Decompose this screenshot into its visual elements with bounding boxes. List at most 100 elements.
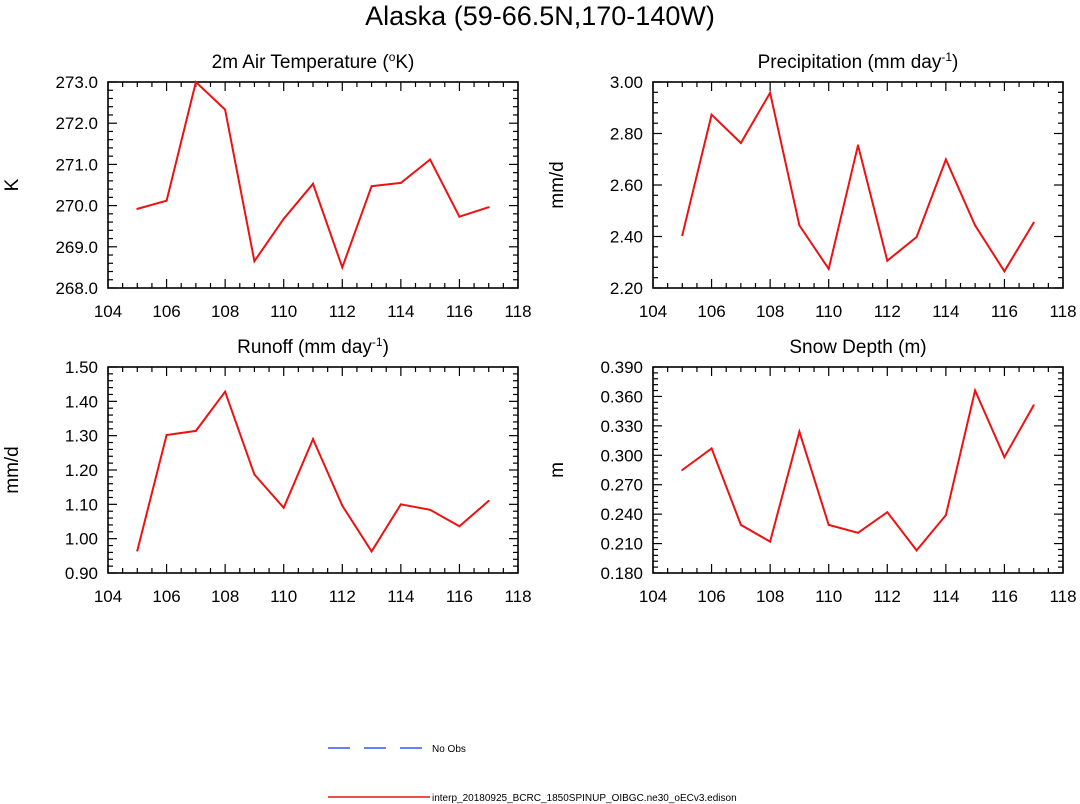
- data-point: [1032, 221, 1035, 224]
- chart-panel-4: Snow Depth (m) m 104 106 108 110 112 114 116 118 0…: [547, 337, 1077, 606]
- data-point: [944, 158, 947, 161]
- panel-title: Runoff (mm day-1): [237, 335, 389, 358]
- panel-title: Snow Depth (m): [789, 337, 926, 358]
- data-point: [341, 504, 344, 507]
- x-tick-label: 108: [756, 302, 784, 321]
- data-point: [165, 433, 168, 436]
- y-axis-label: m: [547, 462, 568, 478]
- y-axis-label: mm/d: [2, 446, 23, 494]
- data-point: [798, 224, 801, 227]
- x-tick-label: 106: [152, 302, 180, 321]
- panel-title-end: K): [395, 52, 414, 73]
- plot-frame: [107, 366, 519, 574]
- data-point: [769, 91, 772, 94]
- legend-label-2: interp_20180925_BCRC_1850SPINUP_OIBGC.ne…: [432, 793, 737, 804]
- panel-title-superscript: -1: [372, 335, 383, 349]
- data-point: [312, 438, 314, 441]
- data-point: [1003, 456, 1006, 459]
- series-line: [681, 90, 1035, 274]
- data-point: [487, 499, 490, 502]
- x-tick-label: 108: [756, 587, 784, 606]
- x-tick-label: 118: [1049, 587, 1076, 606]
- data-point: [253, 260, 256, 263]
- y-tick-label: 1.00: [65, 530, 98, 549]
- data-point: [739, 142, 742, 145]
- data-point: [224, 390, 227, 393]
- data-point: [165, 199, 168, 202]
- data-point: [974, 389, 977, 392]
- y-tick-label: 3.00: [610, 73, 643, 92]
- y-tick-label: 0.240: [600, 505, 643, 524]
- data-point: [282, 506, 285, 509]
- data-point: [710, 447, 713, 450]
- plot-frame: [652, 81, 1064, 289]
- plot-frame: [652, 366, 1064, 574]
- data-point: [857, 144, 859, 147]
- chart-panel-1: 2m Air Temperature (oK) K 104 106 108 110 112 1…: [2, 50, 532, 321]
- y-tick-label: 2.20: [610, 279, 643, 298]
- y-tick-label: 270.0: [55, 197, 98, 216]
- y-tick-label: 1.30: [65, 427, 98, 446]
- data-point: [886, 259, 889, 262]
- x-tick-label: 106: [697, 302, 725, 321]
- chart-panel-2: Precipitation (mm day-1) mm/d 104 106 108 110…: [547, 50, 1077, 321]
- data-point: [429, 158, 432, 161]
- series-line: [137, 80, 490, 271]
- data-point: [136, 549, 139, 552]
- x-tick-label: 116: [991, 587, 1018, 606]
- data-point: [399, 181, 402, 184]
- data-point: [827, 267, 830, 270]
- data-point: [429, 508, 432, 511]
- x-tick-label: 118: [504, 587, 531, 606]
- data-point: [944, 514, 947, 517]
- x-tick-label: 110: [815, 587, 842, 606]
- x-tick-label: 112: [874, 302, 901, 321]
- y-tick-label: 1.10: [65, 495, 98, 514]
- data-point: [769, 540, 772, 543]
- x-tick-label: 110: [270, 587, 297, 606]
- y-tick-label: 2.60: [610, 176, 643, 195]
- y-tick-label: 0.390: [600, 358, 643, 377]
- legend-label-1: No Obs: [432, 744, 466, 755]
- x-tick-label: 118: [1049, 302, 1076, 321]
- y-tick-label: 271.0: [55, 155, 98, 174]
- data-point: [798, 430, 801, 433]
- series-line: [136, 389, 490, 554]
- data-point: [458, 215, 461, 218]
- x-tick-label: 106: [697, 587, 725, 606]
- panel-title-main: Snow Depth (m): [789, 337, 926, 358]
- data-point: [915, 549, 918, 552]
- y-tick-label: 268.0: [55, 279, 98, 298]
- data-point: [370, 550, 373, 553]
- x-tick-label: 104: [639, 302, 667, 321]
- y-tick-label: 1.50: [65, 358, 98, 377]
- x-tick-label: 104: [639, 587, 667, 606]
- x-tick-label: 110: [815, 302, 842, 321]
- x-tick-label: 114: [387, 587, 414, 606]
- panel-title-main: Runoff (mm day: [237, 337, 372, 358]
- panel-title-end: ): [952, 52, 958, 73]
- data-point: [224, 108, 227, 111]
- data-point: [341, 266, 344, 269]
- legend: No Obs interp_20180925_BCRC_1850SPINUP_OI…: [328, 744, 737, 804]
- y-tick-label: 273.0: [55, 73, 98, 92]
- data-point: [681, 234, 684, 237]
- panel-title-superscript: -1: [941, 50, 952, 64]
- panel-title-main: 2m Air Temperature (: [212, 52, 390, 73]
- data-point: [1032, 404, 1035, 407]
- y-tick-label: 269.0: [55, 238, 98, 257]
- y-axis-label: mm/d: [547, 161, 568, 209]
- x-tick-label: 108: [211, 587, 239, 606]
- x-tick-label: 116: [446, 302, 473, 321]
- x-tick-label: 112: [874, 587, 901, 606]
- x-tick-label: 114: [387, 302, 414, 321]
- data-point: [827, 523, 830, 526]
- x-tick-label: 104: [94, 587, 122, 606]
- data-point: [1003, 270, 1006, 273]
- panel-title: 2m Air Temperature (oK): [212, 50, 415, 73]
- y-tick-label: 0.210: [600, 535, 643, 554]
- chart-panel-3: Runoff (mm day-1) mm/d 104 106 108 110 112 114 1…: [2, 335, 532, 606]
- panel-title-end: ): [383, 337, 389, 358]
- x-tick-label: 116: [446, 587, 473, 606]
- x-tick-label: 110: [270, 302, 297, 321]
